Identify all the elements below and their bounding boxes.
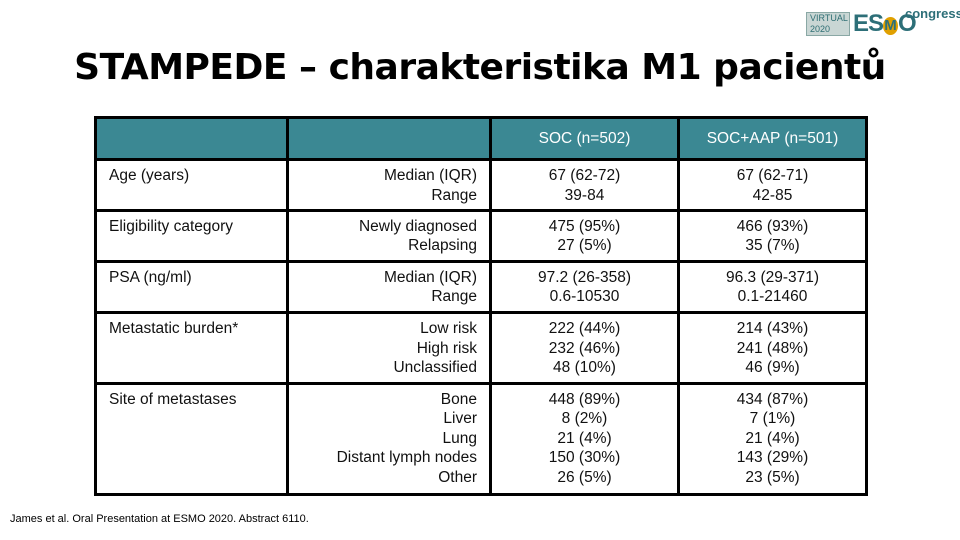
- virtual-2020-badge: VIRTUAL 2020: [806, 12, 850, 36]
- table-row: Eligibility category Newly diagnosed Rel…: [94, 208, 868, 263]
- header-cell-soc: SOC (n=502): [489, 115, 680, 162]
- soc-aap-values: 96.3 (29-371) 0.1-21460: [677, 259, 868, 315]
- soc-aap-values: 214 (43%) 241 (48%) 46 (9%): [677, 311, 868, 385]
- congress-tagline: congress: [905, 6, 960, 21]
- row-label: Site of metastases: [94, 381, 289, 497]
- table-row: Site of metastases Bone Liver Lung Dista…: [94, 381, 868, 497]
- table-row: Age (years) Median (IQR) Range 67 (62-72…: [94, 158, 868, 212]
- soc-values: 448 (89%) 8 (2%) 21 (4%) 150 (30%) 26 (5…: [489, 381, 680, 497]
- table-row: PSA (ng/ml) Median (IQR) Range 97.2 (26-…: [94, 259, 868, 315]
- citation-footnote: James et al. Oral Presentation at ESMO 2…: [10, 513, 309, 525]
- row-label: Age (years): [94, 158, 289, 212]
- soc-aap-values: 434 (87%) 7 (1%) 21 (4%) 143 (29%) 23 (5…: [677, 381, 868, 497]
- soc-values: 222 (44%) 232 (46%) 48 (10%): [489, 311, 680, 385]
- soc-values: 97.2 (26-358) 0.6-10530: [489, 259, 680, 315]
- header-cell-soc-aap: SOC+AAP (n=501): [677, 115, 868, 162]
- patient-characteristics-table: SOC (n=502) SOC+AAP (n=501) Age (years) …: [94, 115, 868, 497]
- row-label: Metastatic burden*: [94, 311, 289, 385]
- row-label: PSA (ng/ml): [94, 259, 289, 315]
- row-stats: Low risk High risk Unclassified: [286, 311, 492, 385]
- soc-aap-values: 67 (62-71) 42-85: [677, 158, 868, 212]
- soc-values: 475 (95%) 27 (5%): [489, 208, 680, 263]
- esmo-wordmark: ESMO: [853, 10, 917, 37]
- soc-values: 67 (62-72) 39-84: [489, 158, 680, 212]
- header-cell-stat: [286, 115, 492, 162]
- header-cell-label: [94, 115, 289, 162]
- table-header-row: SOC (n=502) SOC+AAP (n=501): [94, 115, 868, 162]
- row-stats: Median (IQR) Range: [286, 259, 492, 315]
- slide-title: STAMPEDE – charakteristika M1 pacientů: [74, 47, 886, 88]
- row-stats: Median (IQR) Range: [286, 158, 492, 212]
- table-row: Metastatic burden* Low risk High risk Un…: [94, 311, 868, 385]
- row-label: Eligibility category: [94, 208, 289, 263]
- row-stats: Newly diagnosed Relapsing: [286, 208, 492, 263]
- soc-aap-values: 466 (93%) 35 (7%): [677, 208, 868, 263]
- esmo-congress-logo: VIRTUAL 2020 ESMO congress: [806, 6, 960, 37]
- row-stats: Bone Liver Lung Distant lymph nodes Othe…: [286, 381, 492, 497]
